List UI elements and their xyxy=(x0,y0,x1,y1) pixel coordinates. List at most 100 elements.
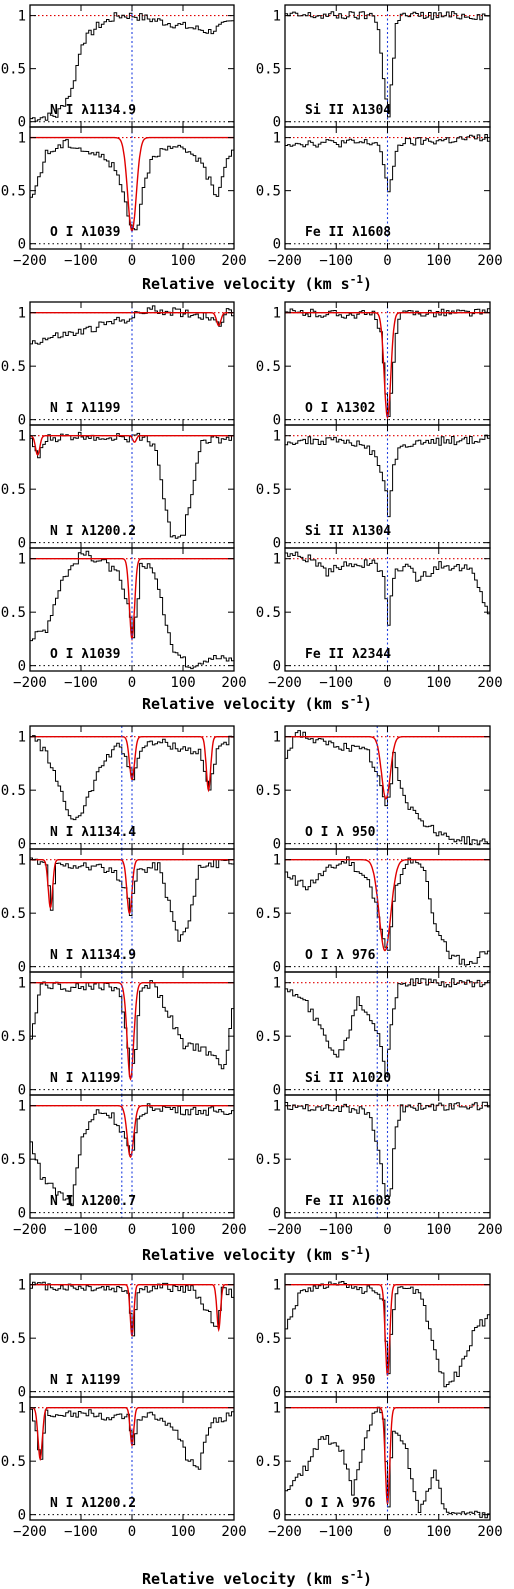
y-tick-label: 1 xyxy=(18,853,26,869)
y-tick-label: 1 xyxy=(18,306,26,322)
y-tick-label: 0.5 xyxy=(256,1454,281,1470)
y-tick-label: 1 xyxy=(273,131,281,147)
x-tick-label: 0 xyxy=(383,1222,391,1238)
transition-label: Si II λ1020 xyxy=(305,1071,391,1086)
y-tick-label: 0 xyxy=(273,413,281,429)
panel-3-5: 0 0.5 1 N I λ1199 xyxy=(1,971,235,1099)
panel-3-6: 0 0.5 1 Si II λ1020 xyxy=(256,971,491,1099)
model-fit-line xyxy=(30,136,234,233)
x-tick-label: 100 xyxy=(170,1524,195,1540)
x-tick-label: −100 xyxy=(64,1524,98,1540)
model-fit-line xyxy=(30,1105,234,1159)
y-tick-label: 0.5 xyxy=(1,184,26,200)
x-tick-label: 0 xyxy=(383,675,391,691)
xlabel-1: Relative velocity (km s-1) xyxy=(142,273,372,293)
x-tick-label: −200 xyxy=(13,675,47,691)
x-tick-label: −100 xyxy=(64,253,98,269)
x-tick-label: 100 xyxy=(170,253,195,269)
model-fit-line xyxy=(30,982,234,1081)
panel-4-4: 0 0.5 1 −200 −100 0 100 200 O I λ 976 xyxy=(256,1396,503,1540)
transition-label: Fe II λ1608 xyxy=(305,1194,391,1209)
panel-2-1: 0 0.5 1 N I λ1199 xyxy=(1,301,235,429)
y-tick-label: 0 xyxy=(273,960,281,976)
xlabel-2: Relative velocity (km s-1) xyxy=(142,693,372,713)
y-tick-label: 0.5 xyxy=(1,1029,26,1045)
model-fit-line xyxy=(285,1284,490,1376)
y-tick-label: 0 xyxy=(18,1083,26,1099)
y-tick-label: 0.5 xyxy=(256,1152,281,1168)
y-tick-label: 0.5 xyxy=(256,906,281,922)
y-tick-label: 0.5 xyxy=(1,1331,26,1347)
x-tick-label: 200 xyxy=(477,675,502,691)
panel-group-3: 0 0.5 1 N I λ1134.4 0 0.5 1 O I λ 950 0 0.5 1 N I λ… xyxy=(1,725,503,1238)
y-tick-label: 0.5 xyxy=(1,906,26,922)
transition-label: Fe II λ2344 xyxy=(305,647,391,662)
transition-label: O I λ 976 xyxy=(305,1496,376,1511)
x-tick-label: −100 xyxy=(64,675,98,691)
y-tick-label: 0.5 xyxy=(256,62,281,78)
x-tick-label: 200 xyxy=(221,675,246,691)
spectrum-line xyxy=(30,139,234,231)
y-tick-label: 0.5 xyxy=(1,605,26,621)
transition-label: N I λ1200.7 xyxy=(50,1194,136,1209)
panel-group-1: 0 0.5 1 N I λ1134.9 0 0.5 1 Si II λ1304 0 0.5 1 −20… xyxy=(1,4,503,269)
y-tick-label: 1 xyxy=(18,1278,26,1294)
transition-label: O I λ1302 xyxy=(305,401,375,416)
panel-group-2: 0 0.5 1 N I λ1199 0 0.5 1 O I λ1302 0 0.5 1 N I λ12… xyxy=(1,301,503,691)
panel-4-2: 0 0.5 1 O I λ 950 xyxy=(256,1273,491,1401)
panel-1-2: 0 0.5 1 Si II λ1304 xyxy=(256,4,491,131)
y-tick-label: 0 xyxy=(18,413,26,429)
y-tick-label: 0.5 xyxy=(256,184,281,200)
y-tick-label: 0 xyxy=(273,237,281,253)
xlabel-4: Relative velocity (km s-1) xyxy=(142,1568,372,1588)
x-tick-label: −200 xyxy=(268,1222,302,1238)
y-tick-label: 0 xyxy=(18,960,26,976)
y-tick-label: 0 xyxy=(273,837,281,853)
transition-label: Si II λ1304 xyxy=(305,524,391,539)
y-tick-label: 0.5 xyxy=(1,359,26,375)
x-tick-label: 100 xyxy=(426,253,451,269)
transition-label: O I λ 976 xyxy=(305,948,376,963)
panel-3-1: 0 0.5 1 N I λ1134.4 xyxy=(1,725,235,853)
y-tick-label: 0 xyxy=(273,1206,281,1222)
panel-4-3: 0 0.5 1 −200 −100 0 100 200 N I λ1200.2 xyxy=(1,1396,247,1540)
x-tick-label: −100 xyxy=(319,253,353,269)
transition-label: O I λ1039 xyxy=(50,647,120,662)
x-tick-label: 100 xyxy=(426,675,451,691)
y-tick-label: 1 xyxy=(273,9,281,25)
model-fit-line xyxy=(285,312,490,420)
panel-4-1: 0 0.5 1 N I λ1199 xyxy=(1,1273,235,1401)
transition-label: O I λ 950 xyxy=(305,1373,376,1388)
y-tick-label: 1 xyxy=(273,976,281,992)
panel-2-2: 0 0.5 1 O I λ1302 xyxy=(256,301,491,429)
model-fit-line xyxy=(285,1407,490,1505)
x-tick-label: 0 xyxy=(383,1524,391,1540)
x-tick-label: 200 xyxy=(221,1222,246,1238)
panel-3-2: 0 0.5 1 O I λ 950 xyxy=(256,725,491,853)
x-tick-label: −200 xyxy=(13,253,47,269)
y-tick-label: 0 xyxy=(18,837,26,853)
x-tick-label: 100 xyxy=(426,1222,451,1238)
panel-3-3: 0 0.5 1 N I λ1134.9 xyxy=(1,848,235,976)
x-tick-label: 0 xyxy=(128,253,136,269)
panel-3-7: 0 0.5 1 −200 −100 0 100 200 N I λ1200.7 xyxy=(1,1094,247,1238)
model-fit-line xyxy=(30,435,234,456)
x-tick-label: −100 xyxy=(319,1524,353,1540)
y-tick-label: 0 xyxy=(18,1206,26,1222)
panel-3-4: 0 0.5 1 O I λ 976 xyxy=(256,848,491,976)
y-tick-label: 0.5 xyxy=(256,605,281,621)
transition-label: N I λ1134.4 xyxy=(50,825,136,840)
y-tick-label: 0.5 xyxy=(256,482,281,498)
y-tick-label: 0.5 xyxy=(256,783,281,799)
y-tick-label: 0 xyxy=(273,1508,281,1524)
model-fit-line xyxy=(30,859,234,915)
y-tick-label: 0.5 xyxy=(256,359,281,375)
x-tick-label: −100 xyxy=(319,675,353,691)
spectrum-line xyxy=(285,308,490,417)
panel-group-4: 0 0.5 1 N I λ1199 0 0.5 1 O I λ 950 0 0.5 1 −200 −10… xyxy=(1,1273,503,1540)
y-tick-label: 1 xyxy=(18,1401,26,1417)
y-tick-label: 1 xyxy=(18,730,26,746)
panel-2-5: 0 0.5 1 −200 −100 0 100 200 O I λ1039 xyxy=(1,547,247,691)
spectrum-line xyxy=(30,1281,234,1337)
x-tick-label: −100 xyxy=(64,1222,98,1238)
